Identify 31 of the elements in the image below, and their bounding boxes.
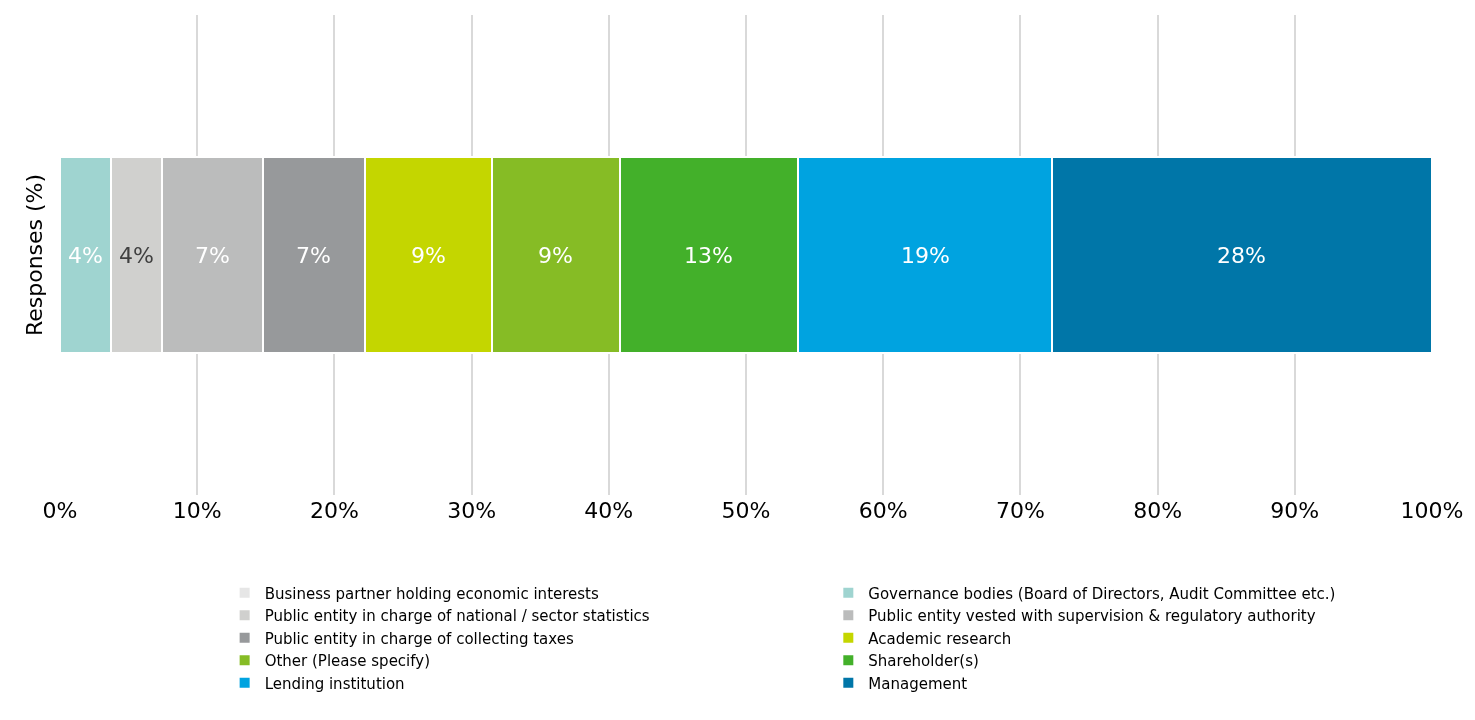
legend-label: Public entity in charge of collecting taxes (264, 629, 574, 648)
x-tick-label: 0% (42, 498, 78, 523)
data-label: 19% (901, 243, 950, 268)
x-tick-label: 20% (309, 498, 359, 523)
x-tick-label: 100% (1400, 498, 1464, 523)
x-tick-label: 70% (995, 498, 1045, 523)
legend-label: Business partner holding economic interests (264, 584, 599, 603)
data-label: 7% (195, 243, 230, 268)
data-label: 13% (684, 243, 733, 268)
legend-label: Other (Please specify) (264, 652, 431, 671)
x-tick-label: 90% (1270, 498, 1320, 523)
x-tick-label: 10% (172, 498, 222, 523)
data-label: 4% (119, 243, 154, 268)
y-axis-title: Responses (%) (21, 173, 47, 337)
x-tick-label: 40% (584, 498, 634, 523)
x-tick-label: 50% (721, 498, 771, 523)
x-tick-label: 80% (1133, 498, 1183, 523)
x-tick-label: 30% (447, 498, 497, 523)
legend-label: Governance bodies (Board of Directors, Audit Committee etc.) (868, 584, 1336, 603)
legend-label: Management (868, 674, 968, 693)
legend-label: Shareholder(s) (868, 652, 979, 671)
legend-label: Academic research (868, 629, 1012, 648)
data-label: 9% (411, 243, 446, 268)
legend-label: Public entity in charge of national / sector statistics (264, 607, 650, 626)
x-tick-label: 60% (858, 498, 908, 523)
data-label: 4% (68, 243, 103, 268)
legend-label: Public entity vested with supervision & regulatory authority (868, 607, 1316, 626)
legend-label: Lending institution (264, 674, 405, 693)
data-label: 7% (296, 243, 331, 268)
data-label: 28% (1217, 243, 1266, 268)
data-label: 9% (538, 243, 573, 268)
